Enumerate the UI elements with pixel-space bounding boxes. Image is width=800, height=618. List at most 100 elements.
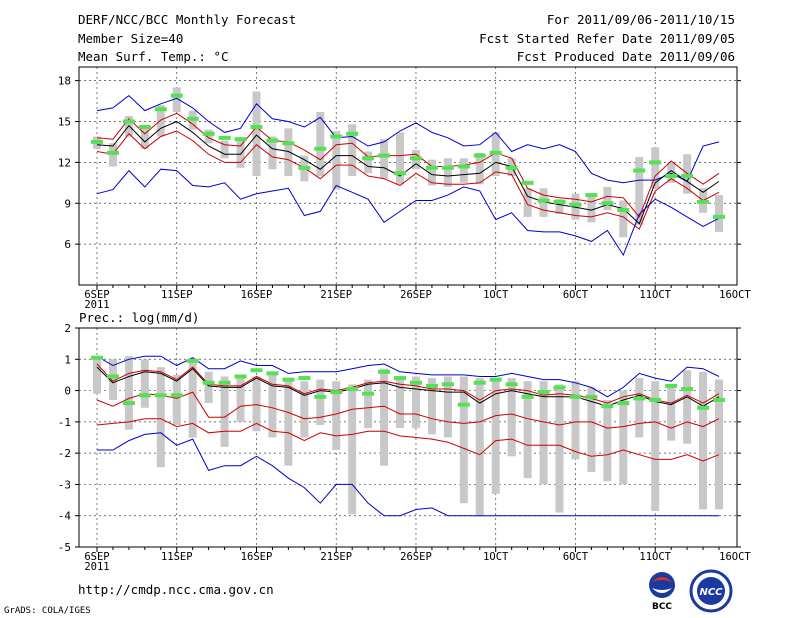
- series-line-upper: [96, 363, 720, 404]
- range-bar: [587, 193, 596, 223]
- fcst-produced-label: Fcst Produced Date 2011/09/06: [516, 49, 735, 64]
- analog-mark: [250, 368, 263, 373]
- series-line-mean: [96, 366, 720, 407]
- analog-mark: [537, 390, 550, 395]
- y-tick-label: -5: [58, 541, 71, 554]
- analog-mark: [378, 153, 391, 158]
- x-tick-label: 21SEP: [320, 289, 352, 301]
- analog-mark: [298, 165, 311, 170]
- range-bar: [140, 125, 149, 149]
- plot-area: [79, 67, 737, 285]
- range-bar: [667, 162, 676, 183]
- range-bar: [284, 378, 293, 466]
- analog-mark: [234, 374, 247, 379]
- range-bar: [475, 378, 484, 516]
- range-bar: [124, 356, 133, 430]
- analog-mark: [409, 156, 422, 161]
- y-tick-label: 9: [64, 197, 71, 210]
- analog-mark: [505, 165, 518, 170]
- range-bar: [396, 132, 405, 185]
- forecast-period-label: For 2011/09/06-2011/10/15: [546, 12, 735, 27]
- range-bar: [715, 195, 723, 232]
- x-tick-label: 2011: [84, 561, 109, 573]
- range-bar: [619, 200, 628, 238]
- bcc-logo: BCC: [649, 572, 675, 612]
- analog-mark: [346, 131, 359, 136]
- range-bar: [268, 136, 277, 170]
- range-bar: [443, 376, 452, 438]
- fcst-started-label: Fcst Started Refer Date 2011/09/05: [479, 31, 735, 46]
- range-bar: [252, 91, 261, 176]
- y-tick-label: 2: [64, 322, 71, 335]
- y-tick-label: 12: [58, 156, 71, 169]
- analog-mark: [585, 193, 598, 198]
- analog-mark: [138, 124, 151, 129]
- analog-mark: [489, 377, 502, 382]
- range-bar: [108, 359, 117, 400]
- x-tick-label: 16SEP: [241, 551, 273, 563]
- series-line-max: [96, 355, 720, 398]
- plot-frame: [78, 327, 738, 548]
- series-line-lower: [96, 130, 720, 230]
- range-bar: [523, 381, 532, 479]
- range-bar: [683, 154, 692, 194]
- y-tick-label: -2: [58, 447, 71, 460]
- analog-mark: [170, 93, 183, 98]
- y-tick-label: 15: [58, 116, 71, 129]
- range-bar: [172, 87, 181, 112]
- analog-mark: [569, 394, 582, 399]
- source-url[interactable]: http://cmdp.ncc.cma.gov.cn: [78, 582, 274, 597]
- analog-mark: [138, 393, 151, 398]
- range-bar: [252, 376, 261, 432]
- range-bar: [284, 128, 293, 176]
- analog-mark: [186, 116, 199, 121]
- range-bar: [715, 379, 723, 510]
- analog-mark: [378, 369, 391, 374]
- range-bar: [268, 373, 277, 438]
- x-tick-label: 16OCT: [719, 289, 751, 301]
- range-bar: [651, 381, 660, 512]
- analog-mark: [505, 382, 518, 387]
- series-line-upper: [96, 112, 720, 218]
- ncc-logo-text: NCC: [699, 587, 723, 598]
- range-bar: [236, 378, 245, 422]
- analog-mark: [346, 387, 359, 392]
- analog-mark: [425, 383, 438, 388]
- analog-mark: [713, 397, 725, 402]
- range-bar: [411, 376, 420, 429]
- range-bar: [188, 359, 197, 438]
- range-bar: [220, 376, 229, 447]
- x-tick-label: 11OCT: [639, 551, 671, 563]
- analog-mark: [521, 180, 534, 185]
- analog-mark: [633, 168, 646, 173]
- range-bar: [156, 105, 165, 137]
- range-bar: [236, 137, 245, 168]
- analog-mark: [314, 146, 327, 151]
- analog-mark: [298, 376, 311, 381]
- range-bar: [635, 156, 644, 226]
- analog-mark: [218, 380, 231, 385]
- range-bar: [348, 124, 357, 176]
- x-tick-label: 16SEP: [241, 289, 273, 301]
- analog-mark: [154, 393, 167, 398]
- range-bar: [300, 381, 309, 438]
- range-bar: [555, 199, 564, 215]
- x-tick-label: 6SEP: [84, 289, 109, 301]
- analog-mark: [170, 393, 183, 398]
- range-bar: [108, 143, 117, 167]
- chart-title: DERF/NCC/BCC Monthly Forecast: [78, 12, 297, 27]
- y-tick-label: -4: [58, 510, 72, 523]
- analog-mark: [91, 355, 103, 360]
- range-bar: [539, 381, 548, 485]
- x-tick-label: 26SEP: [400, 551, 432, 563]
- analog-mark: [330, 134, 343, 139]
- range-bar: [587, 387, 596, 472]
- member-size-label: Member Size=40: [78, 31, 184, 46]
- analog-mark: [665, 174, 678, 178]
- analog-mark: [473, 380, 486, 385]
- range-bar: [507, 378, 516, 457]
- x-tick-label: 11SEP: [161, 289, 193, 301]
- range-bar: [539, 188, 548, 217]
- range-bar: [204, 371, 213, 404]
- range-bar: [635, 378, 644, 438]
